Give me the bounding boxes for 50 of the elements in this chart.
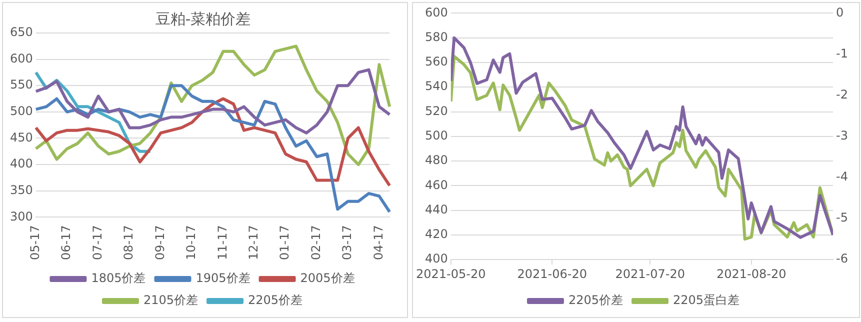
y-tick-label: 650 (10, 25, 33, 40)
y-tick-label: 500 (424, 128, 448, 143)
x-tick-label: 10-17 (184, 225, 198, 260)
y2-tick-label: -1 (836, 46, 848, 60)
y-tick-label: 560 (424, 54, 448, 69)
y-tick-label: 500 (10, 104, 33, 118)
y-tick-label: 350 (10, 182, 33, 197)
y-tick-label: 600 (424, 5, 448, 20)
x-tick-label: 2021-08-20 (716, 266, 786, 281)
y-tick-label: 300 (10, 209, 33, 224)
x-tick-label: 2021-05-20 (416, 266, 486, 281)
y-tick-label: 550 (10, 78, 33, 92)
x-tick-label: 02-17 (308, 225, 323, 260)
y-tick-label: 460 (424, 178, 448, 192)
x-tick-label: 03-17 (340, 225, 354, 260)
y-tick-label: 400 (10, 156, 33, 171)
y-tick-label: 440 (424, 202, 448, 216)
y-tick-label: 540 (424, 79, 448, 94)
x-tick-label: 08-17 (122, 225, 136, 260)
legend-label: 2205价差 (248, 293, 303, 308)
x-tick-label: 06-17 (59, 225, 74, 260)
y2-tick-label: -2 (836, 87, 848, 102)
legend-label: 2205价差 (568, 293, 624, 308)
y2-tick-label: 0 (836, 5, 844, 20)
y-tick-label: 600 (10, 51, 33, 66)
chart-title: 豆粕-菜粕价差 (155, 10, 251, 28)
x-tick-label: 11-17 (215, 225, 230, 260)
y-tick-label: 580 (424, 30, 448, 44)
x-tick-label: 2021-06-20 (517, 266, 587, 281)
y-tick-label: 420 (424, 227, 448, 242)
x-tick-label: 05-17 (28, 225, 42, 260)
x-tick-label: 2021-07-20 (615, 266, 685, 281)
y-tick-label: 400 (424, 252, 448, 266)
x-tick-label: 07-17 (90, 225, 104, 260)
legend-label: 1905价差 (196, 271, 250, 286)
y-tick-label: 480 (424, 153, 448, 168)
legend-label: 2205蛋白差 (673, 293, 740, 308)
legend-label: 2105价差 (143, 293, 198, 308)
y-tick-label: 520 (424, 104, 448, 118)
y2-tick-label: -4 (836, 170, 848, 184)
x-tick-label: 04-17 (371, 225, 386, 260)
y2-tick-label: -6 (836, 252, 848, 266)
x-tick-label: 12-17 (246, 225, 260, 260)
x-tick-label: 09-17 (152, 225, 167, 260)
legend-label: 1805价差 (91, 271, 146, 286)
y2-tick-label: -3 (836, 128, 848, 143)
legend-label: 2005价差 (300, 271, 355, 286)
y2-tick-label: -5 (836, 210, 848, 225)
y-tick-label: 450 (10, 130, 33, 144)
x-tick-label: 01-17 (278, 225, 292, 260)
